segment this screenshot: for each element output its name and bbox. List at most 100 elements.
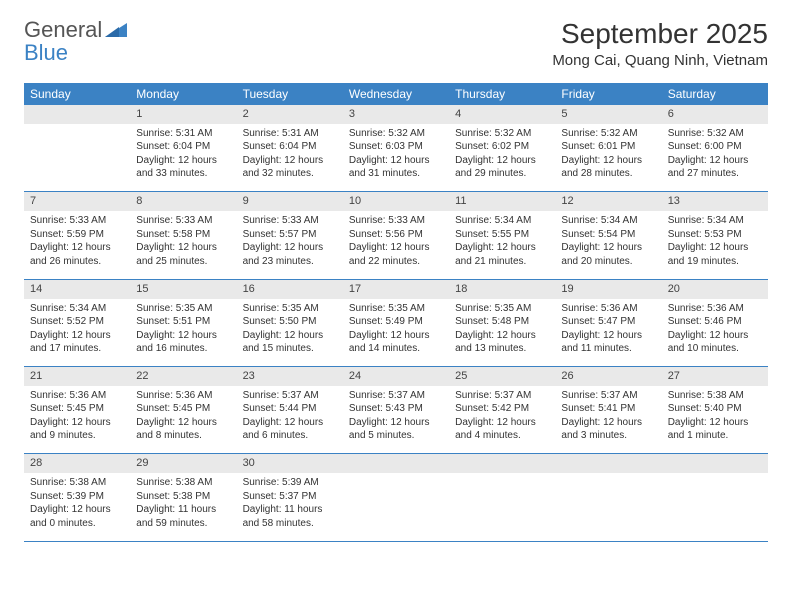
- day-info-cell: Sunrise: 5:35 AMSunset: 5:49 PMDaylight:…: [343, 299, 449, 367]
- day-info-cell: Sunrise: 5:33 AMSunset: 5:58 PMDaylight:…: [130, 211, 236, 279]
- daylight-text: Daylight: 12 hours and 14 minutes.: [349, 329, 443, 356]
- location-text: Mong Cai, Quang Ninh, Vietnam: [552, 52, 768, 69]
- day-number-cell: 1: [130, 105, 236, 124]
- day-info-cell: Sunrise: 5:36 AMSunset: 5:47 PMDaylight:…: [555, 299, 661, 367]
- day-number-row: 14151617181920: [24, 279, 768, 298]
- sunrise-text: Sunrise: 5:31 AM: [243, 127, 337, 141]
- daylight-text: Daylight: 12 hours and 13 minutes.: [455, 329, 549, 356]
- day-info-cell: Sunrise: 5:31 AMSunset: 6:04 PMDaylight:…: [237, 124, 343, 192]
- brand-triangle-icon: [105, 21, 127, 37]
- sunset-text: Sunset: 5:47 PM: [561, 315, 655, 329]
- sunrise-text: Sunrise: 5:36 AM: [668, 302, 762, 316]
- daylight-text: Daylight: 12 hours and 19 minutes.: [668, 241, 762, 268]
- day-info-cell: Sunrise: 5:37 AMSunset: 5:41 PMDaylight:…: [555, 386, 661, 454]
- day-number-row: 123456: [24, 105, 768, 124]
- sunset-text: Sunset: 6:03 PM: [349, 140, 443, 154]
- day-number-cell: 21: [24, 367, 130, 386]
- daylight-text: Daylight: 12 hours and 23 minutes.: [243, 241, 337, 268]
- day-number-cell: 23: [237, 367, 343, 386]
- daylight-text: Daylight: 12 hours and 31 minutes.: [349, 154, 443, 181]
- day-number-cell: 27: [662, 367, 768, 386]
- sunrise-text: Sunrise: 5:36 AM: [30, 389, 124, 403]
- sunrise-text: Sunrise: 5:37 AM: [455, 389, 549, 403]
- title-block: September 2025 Mong Cai, Quang Ninh, Vie…: [552, 18, 768, 69]
- day-number-cell: [555, 454, 661, 473]
- sunset-text: Sunset: 5:48 PM: [455, 315, 549, 329]
- daylight-text: Daylight: 12 hours and 8 minutes.: [136, 416, 230, 443]
- day-info-cell: Sunrise: 5:34 AMSunset: 5:54 PMDaylight:…: [555, 211, 661, 279]
- header: General Blue September 2025 Mong Cai, Qu…: [24, 18, 768, 69]
- daylight-text: Daylight: 12 hours and 32 minutes.: [243, 154, 337, 181]
- sunset-text: Sunset: 5:38 PM: [136, 490, 230, 504]
- day-info-cell: Sunrise: 5:35 AMSunset: 5:48 PMDaylight:…: [449, 299, 555, 367]
- sunrise-text: Sunrise: 5:33 AM: [349, 214, 443, 228]
- day-number-cell: 5: [555, 105, 661, 124]
- sunrise-text: Sunrise: 5:32 AM: [561, 127, 655, 141]
- sunset-text: Sunset: 5:40 PM: [668, 402, 762, 416]
- sunset-text: Sunset: 5:58 PM: [136, 228, 230, 242]
- daylight-text: Daylight: 12 hours and 33 minutes.: [136, 154, 230, 181]
- sunset-text: Sunset: 5:50 PM: [243, 315, 337, 329]
- sunset-text: Sunset: 5:57 PM: [243, 228, 337, 242]
- day-info-cell: Sunrise: 5:34 AMSunset: 5:52 PMDaylight:…: [24, 299, 130, 367]
- day-number-cell: [662, 454, 768, 473]
- daylight-text: Daylight: 12 hours and 5 minutes.: [349, 416, 443, 443]
- daylight-text: Daylight: 12 hours and 4 minutes.: [455, 416, 549, 443]
- daylight-text: Daylight: 12 hours and 9 minutes.: [30, 416, 124, 443]
- weekday-row: Sunday Monday Tuesday Wednesday Thursday…: [24, 83, 768, 105]
- day-info-cell: Sunrise: 5:36 AMSunset: 5:45 PMDaylight:…: [24, 386, 130, 454]
- daylight-text: Daylight: 12 hours and 22 minutes.: [349, 241, 443, 268]
- daylight-text: Daylight: 11 hours and 58 minutes.: [243, 503, 337, 530]
- brand-word2: Blue: [24, 40, 68, 65]
- brand-word1: General: [24, 17, 102, 42]
- sunrise-text: Sunrise: 5:34 AM: [668, 214, 762, 228]
- sunrise-text: Sunrise: 5:31 AM: [136, 127, 230, 141]
- day-info-cell: Sunrise: 5:33 AMSunset: 5:57 PMDaylight:…: [237, 211, 343, 279]
- day-number-cell: 6: [662, 105, 768, 124]
- sunrise-text: Sunrise: 5:37 AM: [349, 389, 443, 403]
- day-number-cell: [24, 105, 130, 124]
- day-number-cell: 9: [237, 192, 343, 211]
- calendar-body: 123456Sunrise: 5:31 AMSunset: 6:04 PMDay…: [24, 105, 768, 541]
- day-number-cell: 24: [343, 367, 449, 386]
- day-info-row: Sunrise: 5:31 AMSunset: 6:04 PMDaylight:…: [24, 124, 768, 192]
- day-number-cell: 14: [24, 279, 130, 298]
- day-info-cell: Sunrise: 5:34 AMSunset: 5:55 PMDaylight:…: [449, 211, 555, 279]
- day-info-cell: Sunrise: 5:38 AMSunset: 5:39 PMDaylight:…: [24, 473, 130, 541]
- sunset-text: Sunset: 5:45 PM: [136, 402, 230, 416]
- day-info-cell: Sunrise: 5:37 AMSunset: 5:43 PMDaylight:…: [343, 386, 449, 454]
- daylight-text: Daylight: 12 hours and 6 minutes.: [243, 416, 337, 443]
- day-info-cell: [24, 124, 130, 192]
- daylight-text: Daylight: 12 hours and 11 minutes.: [561, 329, 655, 356]
- sunrise-text: Sunrise: 5:34 AM: [30, 302, 124, 316]
- sunset-text: Sunset: 6:02 PM: [455, 140, 549, 154]
- sunrise-text: Sunrise: 5:35 AM: [243, 302, 337, 316]
- weekday-header: Thursday: [449, 83, 555, 105]
- day-number-cell: 28: [24, 454, 130, 473]
- sunrise-text: Sunrise: 5:36 AM: [561, 302, 655, 316]
- daylight-text: Daylight: 12 hours and 16 minutes.: [136, 329, 230, 356]
- day-number-cell: 18: [449, 279, 555, 298]
- day-info-cell: Sunrise: 5:35 AMSunset: 5:50 PMDaylight:…: [237, 299, 343, 367]
- sunset-text: Sunset: 5:53 PM: [668, 228, 762, 242]
- day-number-row: 21222324252627: [24, 367, 768, 386]
- sunset-text: Sunset: 5:41 PM: [561, 402, 655, 416]
- day-info-cell: [662, 473, 768, 541]
- sunrise-text: Sunrise: 5:33 AM: [30, 214, 124, 228]
- day-number-cell: 11: [449, 192, 555, 211]
- sunrise-text: Sunrise: 5:37 AM: [243, 389, 337, 403]
- sunrise-text: Sunrise: 5:35 AM: [349, 302, 443, 316]
- daylight-text: Daylight: 12 hours and 10 minutes.: [668, 329, 762, 356]
- sunset-text: Sunset: 5:49 PM: [349, 315, 443, 329]
- day-info-row: Sunrise: 5:33 AMSunset: 5:59 PMDaylight:…: [24, 211, 768, 279]
- sunset-text: Sunset: 6:01 PM: [561, 140, 655, 154]
- sunset-text: Sunset: 5:55 PM: [455, 228, 549, 242]
- sunrise-text: Sunrise: 5:32 AM: [455, 127, 549, 141]
- day-number-cell: 16: [237, 279, 343, 298]
- sunset-text: Sunset: 5:54 PM: [561, 228, 655, 242]
- brand-text: General Blue: [24, 18, 102, 64]
- sunrise-text: Sunrise: 5:36 AM: [136, 389, 230, 403]
- weekday-header: Friday: [555, 83, 661, 105]
- day-info-cell: Sunrise: 5:32 AMSunset: 6:02 PMDaylight:…: [449, 124, 555, 192]
- brand-logo: General Blue: [24, 18, 127, 64]
